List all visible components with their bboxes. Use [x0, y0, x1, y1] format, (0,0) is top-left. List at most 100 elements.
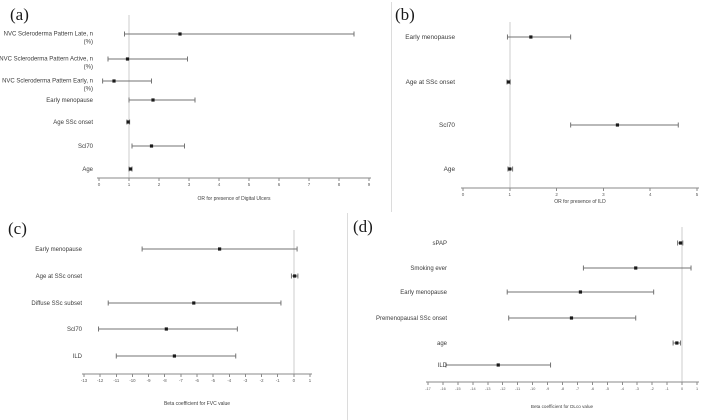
point-marker — [112, 79, 116, 83]
tick-label: 2 — [158, 182, 161, 187]
point-marker — [192, 301, 196, 305]
tick-label: 1 — [509, 192, 512, 197]
tick-label: -11 — [515, 387, 520, 391]
row-label: ILD — [73, 354, 83, 360]
point-marker — [675, 341, 679, 345]
tick-label: -2 — [650, 387, 653, 391]
tick-label: -13 — [81, 378, 88, 383]
point-marker — [178, 32, 182, 36]
tick-label: 5 — [248, 182, 251, 187]
tick-label: -6 — [195, 378, 199, 383]
row-label: NVC Scleroderma Pattern Active, n — [0, 57, 93, 63]
tick-label: -5 — [211, 378, 215, 383]
x-axis-title-b: OR for presence of ILD — [554, 199, 606, 205]
row-label: Age at SSc onset — [406, 79, 456, 86]
tick-label: -9 — [546, 387, 549, 391]
row-label: Scl70 — [67, 327, 83, 333]
tick-label: -8 — [163, 378, 167, 383]
tick-label: -2 — [260, 378, 264, 383]
row-label: NVC Scleroderma Pattern Late, n — [4, 32, 93, 38]
point-marker — [506, 80, 510, 84]
panel-d: -17 -16 -15 -14 -13 -12 -11 -10 -9 -8 -7 -6 -5 -4 -3 -2… — [348, 213, 704, 420]
tick-label: -15 — [455, 387, 461, 391]
row-label: age — [437, 341, 448, 347]
tick-label: 4 — [649, 192, 652, 197]
tick-label: -1 — [276, 378, 280, 383]
tick-label: 3 — [602, 192, 605, 197]
point-marker — [569, 316, 574, 320]
tick-label: 6 — [278, 182, 281, 187]
point-marker — [128, 167, 133, 171]
point-marker — [151, 98, 155, 102]
row-label: Smoking ever — [410, 266, 447, 272]
tick-label: -7 — [179, 378, 183, 383]
tick-label: -9 — [147, 378, 151, 383]
tick-label: -5 — [606, 387, 609, 391]
tick-label: -6 — [591, 387, 594, 391]
tick-label: -7 — [576, 387, 579, 391]
point-marker — [149, 144, 154, 148]
tick-label: 1 — [128, 182, 131, 187]
row-label: Age SSc onset — [53, 120, 93, 126]
panel-a-letter: (a) — [10, 5, 29, 24]
tick-label: 0 — [462, 192, 465, 197]
tick-label: -10 — [530, 387, 536, 391]
forest-plot-dlco: -17 -16 -15 -14 -13 -12 -11 -10 -9 -8 -7 -6 -5 -4 -3 -2… — [376, 227, 699, 391]
tick-label: 7 — [308, 182, 311, 187]
tick-label: 1 — [309, 378, 312, 383]
tick-label: -14 — [470, 387, 476, 391]
tick-label: -8 — [561, 387, 564, 391]
row-label: Early menopause — [46, 98, 93, 104]
row-label: NVC Scleroderma Pattern Early, n — [2, 79, 93, 85]
x-axis-title-d: Beta coefficient for DLco value — [530, 404, 594, 409]
tick-label: -3 — [244, 378, 248, 383]
row-label: (%) — [84, 40, 93, 46]
point-marker — [126, 120, 130, 124]
row-label: Age — [444, 166, 456, 173]
point-marker — [125, 57, 130, 61]
point-marker — [578, 290, 583, 294]
tick-label: -4 — [227, 378, 231, 383]
tick-label: 0 — [681, 387, 683, 391]
row-label: ILD — [438, 363, 448, 369]
tick-label: -13 — [485, 387, 491, 391]
tick-label: 9 — [368, 182, 371, 187]
forest-plot-digital-ulcers: 0 1 2 3 4 5 6 7 8 9 NVC Scleroderma Pattern Late, … — [0, 15, 371, 187]
row-label: Scl70 — [439, 122, 455, 129]
tick-label: 2 — [555, 192, 558, 197]
tick-label: 0 — [293, 378, 296, 383]
tick-label: -12 — [97, 378, 104, 383]
tick-label: -4 — [621, 387, 624, 391]
row-label: (%) — [84, 87, 93, 93]
point-marker — [293, 274, 297, 278]
point-marker — [615, 123, 620, 127]
row-label: Premenopausal SSc onset — [376, 316, 447, 322]
row-label: Early menopause — [400, 290, 447, 296]
tick-label: -10 — [129, 378, 136, 383]
point-marker — [496, 363, 500, 367]
panel-d-letter: (d) — [353, 217, 373, 236]
x-axis-title-a: OR for presence of Digital Ulcers — [197, 196, 271, 202]
tick-label: -16 — [440, 387, 446, 391]
row-label: Early menopause — [35, 247, 82, 253]
row-label: Age — [82, 167, 93, 173]
point-marker — [529, 35, 533, 39]
tick-label: 8 — [338, 182, 341, 187]
point-marker — [164, 327, 168, 331]
vertical-panel-divider-top — [391, 2, 392, 212]
point-marker — [172, 354, 176, 358]
point-marker — [634, 266, 638, 270]
row-label: sPAP — [432, 241, 447, 247]
row-label: (%) — [84, 65, 93, 71]
tick-label: 1 — [696, 387, 698, 391]
panel-c: -13 -12 -11 -10 -9 -8 -7 -6 -5 -4 -3 -2 -1 0 1 Early me… — [0, 213, 347, 420]
panel-b: 0 1 2 3 4 5 Early menopause Age at SSc onset Scl… — [392, 2, 704, 212]
row-label: Diffuse SSc subset — [31, 301, 82, 307]
tick-label: 0 — [98, 182, 101, 187]
tick-label: 4 — [218, 182, 221, 187]
point-marker — [508, 167, 512, 171]
row-label: Age at SSc onset — [36, 274, 83, 280]
point-marker — [678, 241, 683, 245]
vertical-panel-divider-bottom — [347, 213, 348, 420]
tick-label: -1 — [665, 387, 668, 391]
